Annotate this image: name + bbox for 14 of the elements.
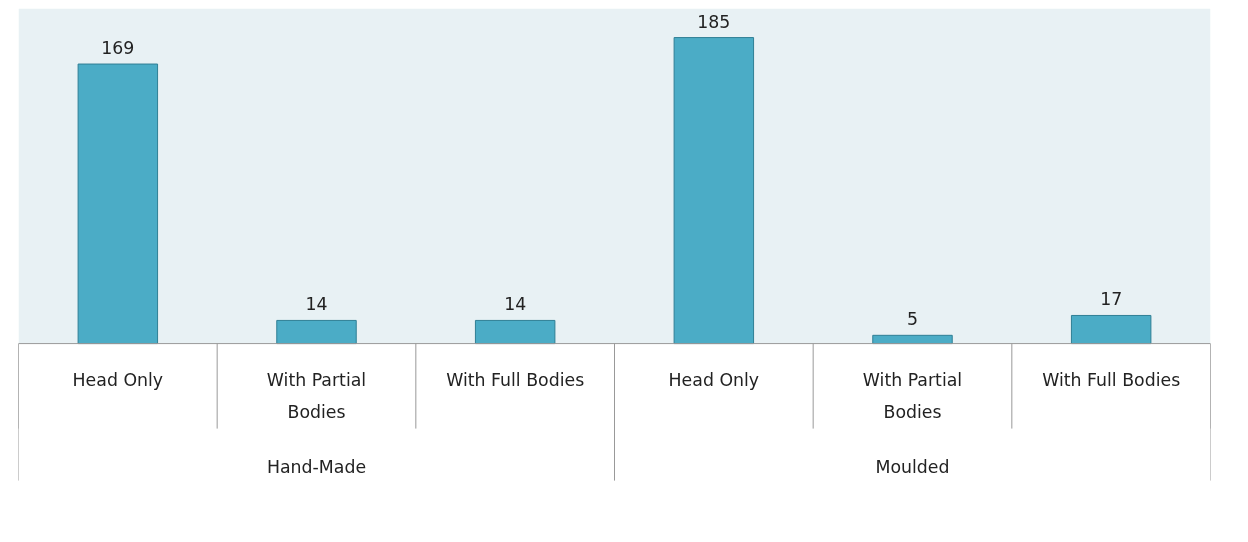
x-tick-label: With Partial Bodies — [862, 369, 963, 422]
data-label: 169 — [101, 38, 135, 59]
x-tick-label: Head Only — [668, 369, 760, 390]
x-tick-label: Head Only — [72, 369, 164, 390]
data-label: 14 — [305, 294, 328, 315]
data-label: 17 — [1100, 289, 1123, 310]
x-tick-label: With Partial Bodies — [266, 369, 367, 422]
data-label: 14 — [504, 294, 527, 315]
x-tick-label: With Full Bodies — [1042, 369, 1181, 390]
text: Moulded — [875, 456, 950, 477]
data-label: 5 — [906, 309, 919, 330]
x-tick-label: With Full Bodies — [446, 369, 585, 390]
text: Hand-Made — [266, 456, 367, 477]
data-label: 185 — [697, 11, 731, 32]
